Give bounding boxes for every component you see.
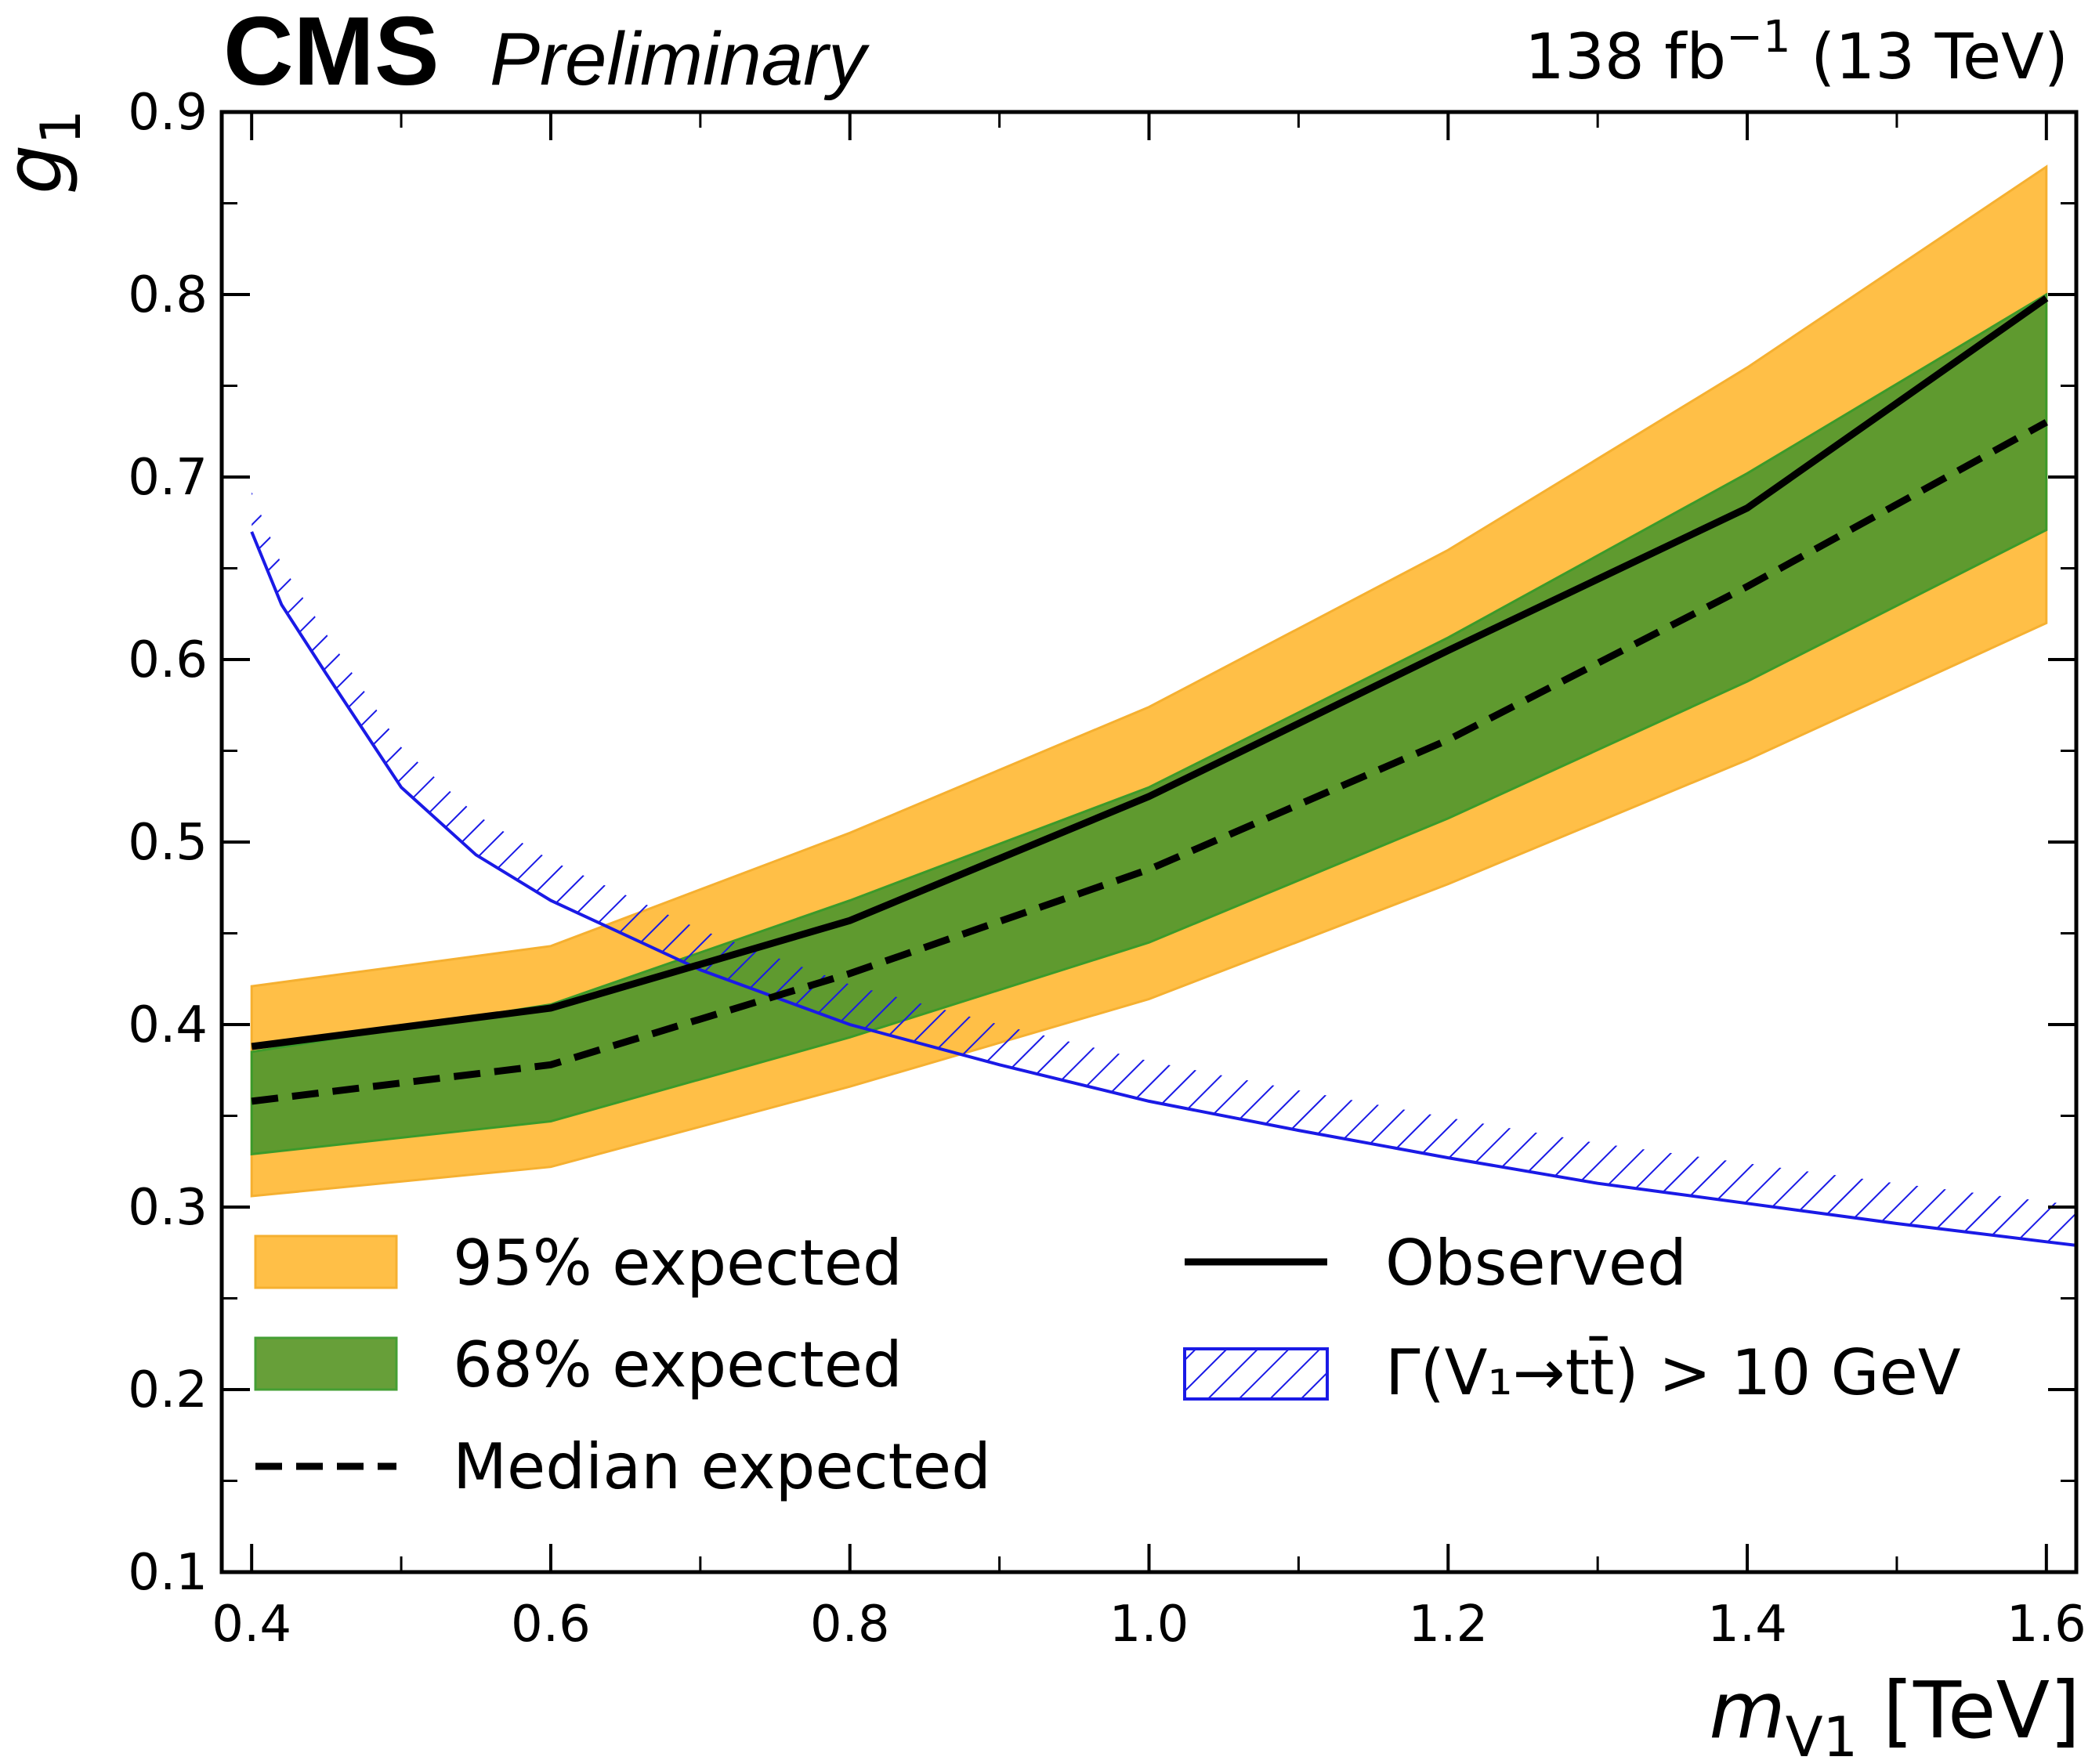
- y-axis-label: g1: [0, 110, 93, 194]
- x-tick-label: 1.4: [1707, 1596, 1787, 1654]
- x-tick-label: 1.2: [1408, 1596, 1488, 1654]
- x-tick-label: 0.8: [810, 1596, 890, 1654]
- width-limit-hatch: [252, 491, 2076, 1245]
- x-tick-label: 0.4: [212, 1596, 291, 1654]
- band-68-expected: [250, 292, 2048, 1156]
- y-tick-label: 0.4: [128, 996, 208, 1054]
- x-axis-label: mV1 [TeV]: [1709, 1665, 2080, 1764]
- legend-label-width: Γ(V₁→tt̄) > 10 GeV: [1385, 1336, 1961, 1409]
- y-tick-label: 0.2: [128, 1361, 208, 1419]
- width-limit-line: [250, 531, 2076, 1247]
- x-tick-label: 0.6: [511, 1596, 591, 1654]
- y-tick-label: 0.1: [128, 1544, 208, 1602]
- legend: 95% expected 68% expected Median expecte…: [254, 1227, 1961, 1503]
- luminosity-label: 138 fb−1 (13 TeV): [1525, 12, 2068, 93]
- y-tick-label: 0.3: [128, 1179, 208, 1237]
- legend-label-observed: Observed: [1385, 1227, 1687, 1300]
- cms-label: CMS: [223, 0, 440, 106]
- y-tick-label: 0.9: [128, 84, 208, 142]
- legend-swatch-band95: [254, 1234, 398, 1289]
- y-tick-label: 0.8: [128, 266, 208, 324]
- x-tick-label: 1.6: [2007, 1596, 2086, 1654]
- x-axis-ticks: 0.4 0.6 0.8 1.0 1.2 1.4 1.6: [212, 112, 2086, 1654]
- y-tick-label: 0.6: [128, 631, 208, 689]
- observed-line: [251, 295, 2049, 1050]
- legend-swatch-band68: [254, 1336, 398, 1391]
- y-tick-label: 0.7: [128, 449, 208, 507]
- legend-swatch-width: [1183, 1347, 1329, 1401]
- x-tick-label: 1.0: [1109, 1596, 1189, 1654]
- y-axis-ticks: 0.1 0.2 0.3 0.4 0.5 0.6 0.7 0.8 0.9: [128, 84, 2076, 1602]
- preliminary-label: Preliminary: [490, 17, 870, 101]
- legend-label-median: Median expected: [453, 1430, 991, 1503]
- legend-label-band95: 95% expected: [453, 1227, 903, 1300]
- y-tick-label: 0.5: [128, 814, 208, 872]
- legend-label-band68: 68% expected: [453, 1328, 903, 1401]
- median-expected-line: [251, 419, 2048, 1105]
